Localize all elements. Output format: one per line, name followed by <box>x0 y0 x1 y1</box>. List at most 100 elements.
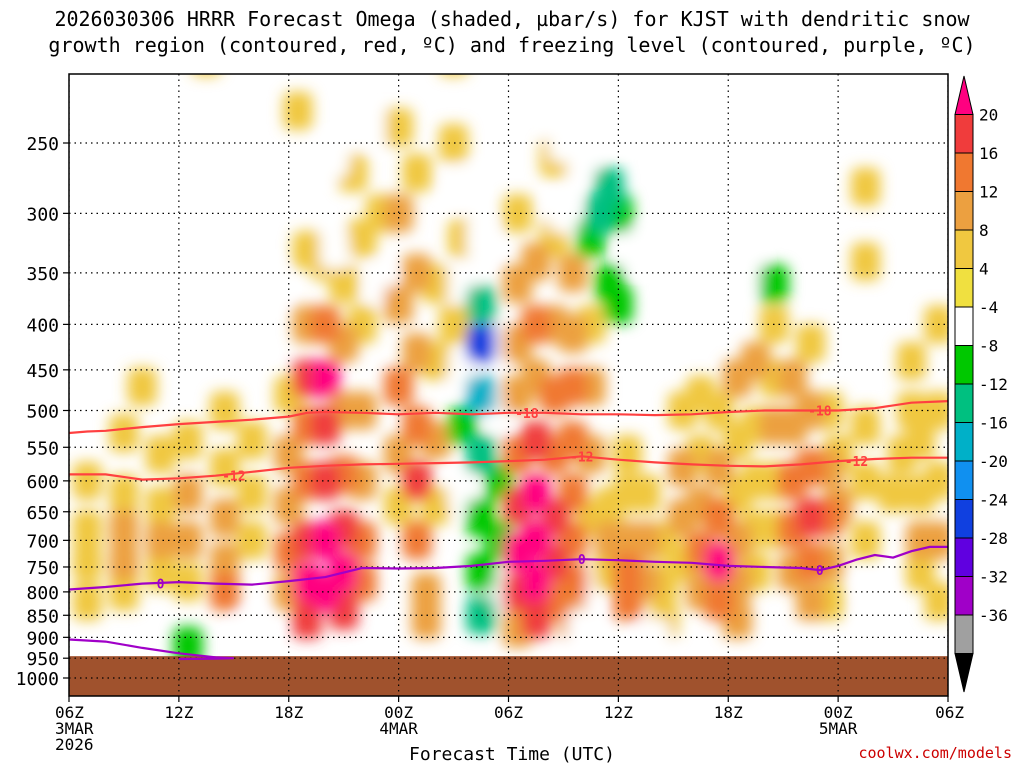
contour-line <box>69 455 948 481</box>
omega-cell <box>210 448 240 487</box>
omega-cell <box>310 521 341 560</box>
x-axis-title: Forecast Time (UTC) <box>409 744 615 765</box>
omega-cell <box>347 219 377 258</box>
omega-cell <box>383 367 414 406</box>
omega-cell <box>796 498 826 537</box>
omega-cell <box>255 167 286 206</box>
y-tick-label: 1000 <box>16 669 59 690</box>
omega-cell <box>667 448 698 487</box>
omega-cell <box>90 91 121 130</box>
omega-cell <box>521 242 551 281</box>
omega-shading <box>72 74 948 665</box>
omega-cell <box>292 600 322 639</box>
omega-cell <box>777 359 807 398</box>
colorbar-label: -28 <box>979 529 1008 548</box>
y-tick-label: 700 <box>26 531 59 552</box>
omega-cell <box>438 124 469 162</box>
omega-cell <box>255 264 286 303</box>
omega-cell <box>237 421 267 460</box>
omega-cell <box>557 253 588 292</box>
x-tick-sublabel: 4MAR <box>379 719 418 738</box>
omega-cell <box>72 582 102 621</box>
omega-cell <box>310 406 341 445</box>
omega-cell <box>109 572 139 611</box>
omega-cell <box>402 153 432 192</box>
omega-cell <box>145 435 176 474</box>
colorbar-swatch <box>954 345 974 385</box>
colorbar-swatch <box>954 114 974 154</box>
colorbar-swatch <box>954 191 974 231</box>
omega-cell <box>448 406 478 445</box>
omega-cell <box>850 242 881 281</box>
contour-label: -18 <box>808 405 832 420</box>
omega-cell <box>466 324 496 363</box>
colorbar-label: -20 <box>979 452 1008 471</box>
omega-cell <box>448 167 478 206</box>
omega-cell <box>215 194 245 233</box>
colorbar-label: 16 <box>979 144 998 163</box>
omega-cell <box>383 194 414 233</box>
omega-cell <box>850 521 881 560</box>
omega-cell <box>759 264 789 303</box>
omega-cell <box>704 542 734 581</box>
omega-cell <box>145 486 176 525</box>
omega-cell <box>210 498 240 537</box>
x-tick-sublabel: 5MAR <box>819 719 858 738</box>
omega-cell <box>72 542 102 581</box>
omega-cell <box>210 542 240 581</box>
omega-cell <box>237 474 267 513</box>
omega-cell <box>713 194 743 233</box>
y-tick-label: 900 <box>26 628 59 649</box>
omega-cell <box>924 305 948 344</box>
x-tick-label: 06Z <box>55 703 84 722</box>
y-tick-label: 600 <box>26 472 59 493</box>
omega-cell <box>704 498 734 537</box>
omega-cell <box>466 498 496 537</box>
omega-cell <box>850 461 881 500</box>
y-tick-label: 300 <box>26 204 59 225</box>
omega-cell <box>109 510 139 549</box>
x-tick-label: 18Z <box>714 703 743 722</box>
chart-title-line-2: growth region (contoured, red, ºC) and f… <box>48 33 976 57</box>
omega-cell <box>319 139 350 178</box>
colorbar-label: 20 <box>979 106 998 125</box>
omega-cell <box>109 542 139 581</box>
omega-cell <box>466 435 496 474</box>
omega-cell <box>237 614 267 653</box>
colorbar-swatch <box>954 152 974 192</box>
omega-cell <box>521 600 551 639</box>
colorbar-arrow-bottom <box>954 653 974 693</box>
omega-cell <box>896 342 927 381</box>
colorbar-swatch <box>954 537 974 577</box>
colorbar-swatch <box>954 229 974 269</box>
omega-cell <box>924 521 948 560</box>
omega-cell <box>521 421 551 460</box>
x-tick-sublabel: 2026 <box>55 735 94 754</box>
omega-cell <box>521 521 551 560</box>
omega-cell <box>750 108 780 147</box>
omega-cell <box>310 359 341 398</box>
colorbar-label: -16 <box>979 414 1008 433</box>
omega-cell <box>612 521 643 560</box>
omega-cell <box>466 219 496 258</box>
omega-cell <box>173 521 203 560</box>
contour-line <box>69 545 948 591</box>
omega-cell <box>164 139 194 178</box>
omega-cell <box>905 553 936 592</box>
x-tick-label: 00Z <box>824 703 853 722</box>
omega-cell <box>750 194 780 233</box>
contour-label: -18 <box>515 407 539 422</box>
y-tick-label: 750 <box>26 558 59 579</box>
omega-cell <box>173 474 203 513</box>
omega-cell <box>402 406 432 445</box>
omega-cell <box>704 448 734 487</box>
omega-cell <box>503 194 533 233</box>
omega-cell <box>878 474 908 513</box>
y-tick-label: 450 <box>26 361 59 382</box>
colorbar-swatch <box>954 576 974 616</box>
y-tick-label: 500 <box>26 402 59 423</box>
y-tick-label: 850 <box>26 606 59 627</box>
colorbar-label: -8 <box>979 337 998 356</box>
omega-cell <box>850 406 881 445</box>
